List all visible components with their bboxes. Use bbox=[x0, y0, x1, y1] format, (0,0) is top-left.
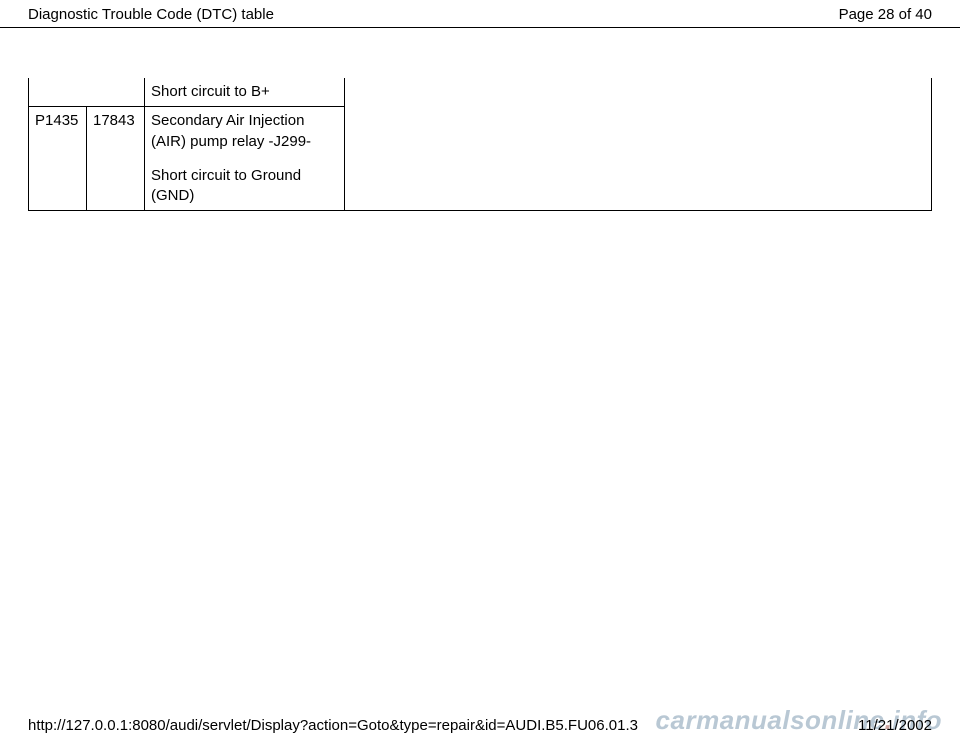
footer-url: http://127.0.0.1:8080/audi/servlet/Displ… bbox=[28, 717, 638, 734]
desc-line: Secondary Air Injection (AIR) pump relay… bbox=[151, 111, 338, 152]
cell-blank bbox=[812, 78, 932, 107]
content-area: Short circuit to B+ P1435 17843 Secondar… bbox=[0, 28, 960, 211]
page-title: Diagnostic Trouble Code (DTC) table bbox=[28, 6, 274, 23]
cell-pcode: P1435 bbox=[29, 107, 87, 211]
page-header: Diagnostic Trouble Code (DTC) table Page… bbox=[0, 0, 960, 28]
table-row: Short circuit to B+ bbox=[29, 78, 932, 107]
cell-vagcode bbox=[87, 78, 145, 107]
cell-description: Short circuit to B+ bbox=[145, 78, 345, 107]
cell-blank bbox=[345, 107, 812, 211]
page-number: Page 28 of 40 bbox=[839, 6, 932, 23]
cell-vagcode: 17843 bbox=[87, 107, 145, 211]
page-footer: http://127.0.0.1:8080/audi/servlet/Displ… bbox=[0, 717, 960, 734]
desc-line: Short circuit to Ground (GND) bbox=[151, 166, 338, 207]
footer-date: 11/21/2002 bbox=[858, 717, 932, 734]
cell-blank bbox=[345, 78, 812, 107]
cell-blank bbox=[812, 107, 932, 211]
dtc-table: Short circuit to B+ P1435 17843 Secondar… bbox=[28, 78, 932, 211]
cell-description: Secondary Air Injection (AIR) pump relay… bbox=[145, 107, 345, 211]
cell-pcode bbox=[29, 78, 87, 107]
table-row: P1435 17843 Secondary Air Injection (AIR… bbox=[29, 107, 932, 211]
